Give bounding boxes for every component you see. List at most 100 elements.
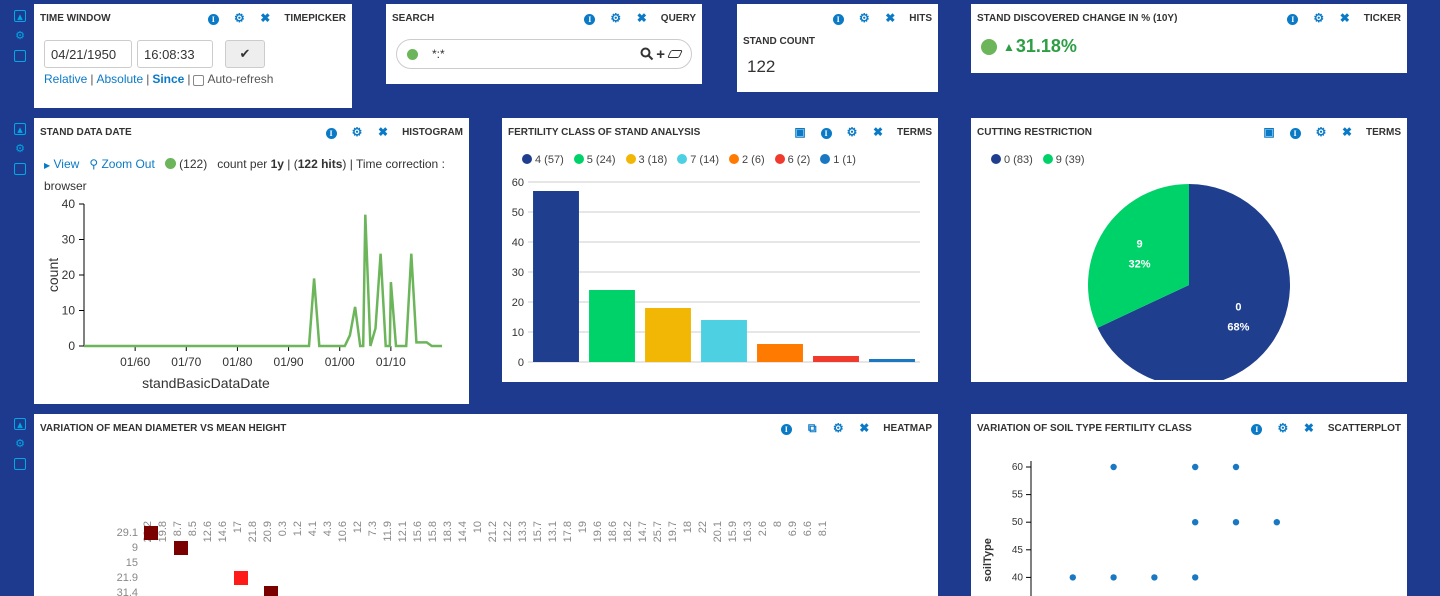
column-label: 4.3	[322, 521, 334, 536]
row-gear-icon[interactable]: ⚙	[15, 438, 25, 450]
query-color-dot[interactable]	[407, 48, 418, 60]
column-label: 15.8	[427, 521, 439, 542]
column-label: 13.3	[517, 521, 529, 542]
collapse-row-icon[interactable]: ▴	[14, 123, 26, 136]
time-input[interactable]	[137, 40, 213, 68]
panel-title: VARIATION OF MEAN DIAMETER VS MEAN HEIGH…	[40, 422, 287, 434]
histogram-chart: 0 10 20 30 40 01/60 01/70 01/80 01/90 01/00 01/10 s…	[45, 197, 442, 391]
time-correction-label: ) | Time correction :	[342, 157, 445, 171]
save-icon[interactable]: ▣	[794, 125, 806, 139]
info-icon[interactable]: i	[1280, 11, 1306, 25]
close-icon[interactable]: ✖	[1303, 421, 1314, 435]
info-icon[interactable]: i	[825, 11, 851, 25]
pie-legend: 0 (83) 9 (39)	[971, 146, 1407, 166]
panel-type: HITS	[909, 12, 932, 24]
close-icon[interactable]: ✖	[1339, 11, 1350, 25]
gear-icon[interactable]: ⚙	[233, 11, 245, 25]
y-tick-label: 30	[62, 233, 76, 247]
column-label: 18	[682, 521, 694, 533]
panel-header: FERTILITY CLASS OF STAND ANALYSIS ▣ i ⚙ …	[502, 118, 938, 146]
add-panel-icon[interactable]	[14, 458, 26, 470]
legend-item[interactable]: 4 (57)	[522, 154, 564, 166]
date-input[interactable]	[44, 40, 132, 68]
close-icon[interactable]: ✖	[885, 11, 896, 25]
panel-title: FERTILITY CLASS OF STAND ANALYSIS	[508, 126, 701, 138]
info-icon[interactable]: i	[318, 125, 344, 139]
timepicker-panel: TIME WINDOW i ⚙ ✖ TIMEPICKER ✔ Relative …	[34, 4, 352, 108]
heatmap-cell	[144, 526, 158, 540]
panel-type: TICKER	[1363, 12, 1401, 24]
time-correction-value[interactable]: browser	[44, 179, 87, 193]
search-icon[interactable]	[640, 47, 654, 61]
y-tick-label: 40	[1012, 572, 1024, 583]
add-query-icon[interactable]: +	[656, 45, 665, 63]
ticker-color-dot	[981, 38, 997, 55]
gear-icon[interactable]: ⚙	[858, 11, 870, 25]
histogram-panel: STAND DATA DATE i ⚙ ✖ HISTOGRAM ▶ View ⚲…	[34, 118, 469, 404]
gear-icon[interactable]: ⚙	[351, 125, 363, 139]
column-label: 0.3	[277, 521, 289, 536]
legend-item[interactable]: 7 (14)	[677, 154, 719, 166]
hits-count: 122 hits	[297, 157, 343, 171]
heatmap-cell	[234, 571, 248, 585]
legend-item[interactable]: 6 (2)	[774, 154, 810, 166]
close-icon[interactable]: ✖	[636, 11, 647, 25]
panel-header: CUTTING RESTRICTION ▣ i ⚙ ✖ TERMS	[971, 118, 1407, 146]
gear-icon[interactable]: ⚙	[832, 421, 844, 435]
export-icon[interactable]: ⧉	[808, 420, 817, 435]
close-icon[interactable]: ✖	[1341, 125, 1353, 139]
separator: |	[146, 72, 150, 86]
legend-item[interactable]: 1 (1)	[820, 154, 856, 166]
y-tick-label: 20	[62, 268, 76, 282]
legend-label: 2 (6)	[742, 154, 765, 166]
gear-icon[interactable]: ⚙	[846, 125, 858, 139]
close-icon[interactable]: ✖	[872, 125, 884, 139]
column-label: 19.7	[667, 521, 679, 542]
y-tick-label: 40	[512, 237, 524, 249]
view-menu[interactable]: ▶ View	[44, 157, 79, 171]
gear-icon[interactable]: ⚙	[1315, 125, 1327, 139]
auto-refresh-checkbox[interactable]	[193, 75, 205, 86]
legend-item[interactable]: 9 (39)	[1042, 154, 1085, 166]
absolute-link[interactable]: Absolute	[96, 72, 144, 86]
zoom-out-button[interactable]: ⚲ Zoom Out	[89, 157, 155, 171]
column-label: 2.6	[757, 521, 769, 536]
legend-item[interactable]: 0 (83)	[991, 154, 1033, 166]
gear-icon[interactable]: ⚙	[1277, 421, 1289, 435]
collapse-row-icon[interactable]: ▴	[14, 418, 26, 431]
collapse-row-icon[interactable]: ▴	[14, 10, 26, 23]
x-tick-label: 01/10	[376, 355, 406, 369]
eraser-icon[interactable]	[667, 50, 683, 58]
add-panel-icon[interactable]	[14, 50, 26, 62]
close-icon[interactable]: ✖	[260, 11, 271, 25]
scatter-point	[1192, 463, 1199, 471]
info-icon[interactable]: i	[200, 11, 226, 25]
query-input[interactable]: *:*	[432, 47, 445, 61]
close-icon[interactable]: ✖	[859, 421, 870, 435]
scatter-point	[1192, 519, 1199, 526]
relative-link[interactable]: Relative	[44, 72, 88, 86]
legend-item[interactable]: 2 (6)	[729, 154, 765, 166]
close-icon[interactable]: ✖	[378, 125, 389, 139]
gear-icon[interactable]: ⚙	[610, 11, 622, 25]
row-gear-icon[interactable]: ⚙	[15, 30, 25, 42]
legend-item[interactable]: 5 (24)	[573, 154, 616, 166]
y-tick-label: 30	[512, 267, 524, 279]
info-icon[interactable]: i	[813, 125, 839, 139]
save-icon[interactable]: ▣	[1263, 125, 1275, 139]
panel-title: TIME WINDOW	[40, 12, 111, 24]
y-axis-label: soilType	[982, 538, 994, 582]
column-label: 20.1	[712, 521, 724, 542]
y-tick-label: 60	[1012, 462, 1024, 473]
since-link[interactable]: Since	[152, 72, 185, 86]
info-icon[interactable]: i	[1244, 421, 1270, 435]
info-icon[interactable]: i	[773, 421, 799, 435]
add-panel-icon[interactable]	[14, 163, 26, 175]
info-icon[interactable]: i	[577, 11, 603, 25]
row-gear-icon[interactable]: ⚙	[15, 143, 25, 155]
legend-item[interactable]: 3 (18)	[625, 154, 667, 166]
apply-button[interactable]: ✔	[225, 40, 265, 68]
scatter-panel: VARIATION OF SOIL TYPE FERTILITY CLASS i…	[971, 414, 1407, 596]
info-icon[interactable]: i	[1282, 125, 1308, 139]
gear-icon[interactable]: ⚙	[1313, 11, 1325, 25]
